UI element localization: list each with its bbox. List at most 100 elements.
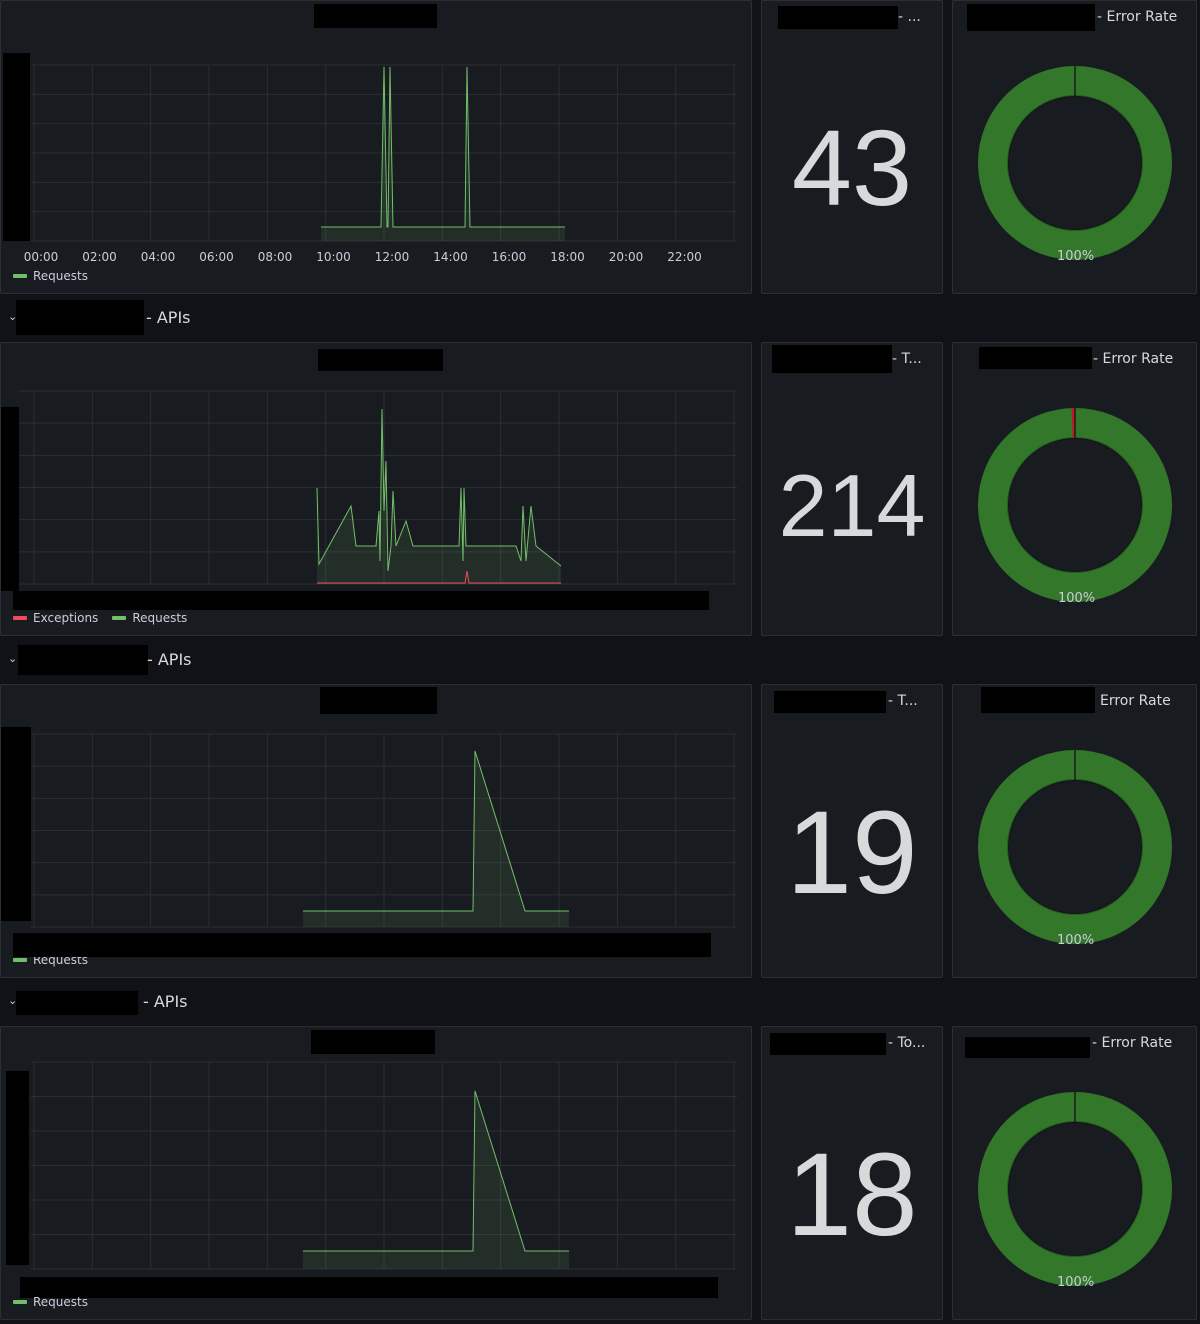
- api-requests-chart: [19, 390, 737, 585]
- x-tick-label: 18:00: [550, 250, 585, 264]
- ok-arc: [978, 408, 1172, 602]
- requests-area: [321, 67, 565, 241]
- redacted-row-name: [16, 991, 138, 1015]
- gauge-title-suffix: Error Rate: [1100, 693, 1171, 709]
- legend-requests-label[interactable]: Requests: [33, 269, 88, 283]
- ok-arc: [978, 750, 1172, 944]
- requests-chart: 00:00 02:00 04:00 06:00 08:00 10:00 12:00 14:00…: [24, 64, 737, 264]
- requests-legend-swatch: [13, 274, 27, 278]
- redacted-row-name: [16, 300, 144, 335]
- gauge-title-suffix: - Error Rate: [1097, 9, 1178, 25]
- chevron-down-icon[interactable]: ⌄: [8, 310, 18, 323]
- redacted-y-axis: [6, 1071, 29, 1265]
- stat-title-suffix: - ...: [898, 9, 921, 25]
- redacted-gauge-title: [965, 1037, 1090, 1058]
- error-rate-donut: [978, 408, 1172, 602]
- x-tick-label: 14:00: [433, 250, 468, 264]
- requests-series-line: [303, 1090, 569, 1252]
- chevron-down-icon[interactable]: ⌄: [8, 652, 18, 665]
- inner-edge: [1007, 437, 1143, 573]
- api-timeseries-panel[interactable]: Requests: [0, 1026, 752, 1320]
- total-requests-stat-panel[interactable]: - T... 214: [761, 342, 943, 636]
- api-requests-chart: [31, 733, 737, 928]
- x-tick-label: 16:00: [492, 250, 527, 264]
- chart-legend: Exceptions Requests: [13, 611, 187, 625]
- error-rate-gauge-panel[interactable]: - Error Rate 100%: [952, 0, 1197, 294]
- api-requests-chart: [31, 1061, 737, 1270]
- redacted-panel-title: [320, 687, 437, 714]
- error-rate-donut: [978, 1092, 1172, 1286]
- requests-area: [317, 409, 561, 584]
- success-percent: 100%: [1057, 249, 1095, 264]
- requests-series-line: [303, 750, 569, 912]
- stat-title-suffix: - To...: [888, 1035, 926, 1051]
- row-header-2[interactable]: ⌄ - APIs: [0, 642, 1200, 678]
- total-requests-stat-panel[interactable]: - To... 18: [761, 1026, 943, 1320]
- x-tick-label: 10:00: [316, 250, 351, 264]
- chart-grid: [19, 390, 737, 585]
- row-title-suffix: - APIs: [146, 308, 191, 327]
- redacted-y-axis: [1, 727, 31, 921]
- inner-edge: [1007, 1121, 1143, 1257]
- error-rate-gauge-panel[interactable]: - Error Rate 100%: [952, 1026, 1197, 1320]
- stat-value: 214: [778, 456, 926, 555]
- redacted-panel-title: [318, 349, 443, 371]
- inner-edge: [1007, 95, 1143, 231]
- requests-timeseries-panel[interactable]: 00:00 02:00 04:00 06:00 08:00 10:00 12:00 14:00…: [0, 0, 752, 294]
- stat-value: 43: [791, 107, 913, 228]
- gauge-title-suffix: - Error Rate: [1093, 351, 1174, 367]
- chart-legend: Requests: [13, 1295, 88, 1309]
- row-header-1[interactable]: ⌄ - APIs: [0, 300, 1200, 336]
- x-tick-label: 00:00: [24, 250, 59, 264]
- error-rate-gauge-panel[interactable]: - Error Rate 100%: [952, 342, 1197, 636]
- stat-value: 19: [786, 787, 918, 919]
- redacted-x-axis: [13, 591, 709, 610]
- x-tick-label: 06:00: [199, 250, 234, 264]
- redacted-x-axis: [20, 1277, 718, 1298]
- stat-value: 18: [786, 1129, 918, 1261]
- redacted-stat-title: [770, 1033, 886, 1055]
- x-tick-label: 22:00: [667, 250, 702, 264]
- inner-edge: [1007, 779, 1143, 915]
- chart-grid: [31, 64, 737, 242]
- redacted-panel-title: [311, 1030, 435, 1054]
- requests-series-line: [321, 66, 565, 228]
- api-timeseries-panel[interactable]: Exceptions Requests: [0, 342, 752, 636]
- x-tick-label: 04:00: [141, 250, 176, 264]
- legend-requests-label[interactable]: Requests: [33, 1295, 88, 1309]
- redacted-stat-title: [778, 6, 898, 29]
- ok-arc: [978, 1092, 1172, 1286]
- legend-requests-label[interactable]: Requests: [132, 611, 188, 625]
- legend-exceptions-label[interactable]: Exceptions: [33, 611, 99, 625]
- error-rate-donut: [978, 750, 1172, 944]
- chart-legend: Requests: [13, 269, 88, 283]
- api-timeseries-panel[interactable]: Requests: [0, 684, 752, 978]
- x-tick-label: 20:00: [609, 250, 644, 264]
- total-requests-stat-panel[interactable]: - T... 19: [761, 684, 943, 978]
- redacted-x-axis: [13, 933, 711, 957]
- row-header-3[interactable]: ⌄ - APIs: [0, 984, 1200, 1020]
- requests-legend-swatch: [13, 1300, 27, 1304]
- row-title-suffix: - APIs: [147, 650, 192, 669]
- redacted-gauge-title: [967, 4, 1095, 31]
- total-requests-stat-panel[interactable]: - ... 43: [761, 0, 943, 294]
- requests-area: [303, 1091, 569, 1269]
- stat-title-suffix: - T...: [892, 351, 922, 367]
- x-tick-label: 12:00: [375, 250, 410, 264]
- redacted-y-axis: [1, 407, 19, 591]
- requests-legend-swatch: [13, 958, 27, 962]
- redacted-row-name: [18, 645, 148, 675]
- gauge-title-suffix: - Error Rate: [1092, 1035, 1173, 1051]
- redacted-y-axis: [3, 53, 30, 241]
- redacted-gauge-title: [979, 347, 1092, 369]
- error-rate-gauge-panel[interactable]: Error Rate 100%: [952, 684, 1197, 978]
- redacted-stat-title: [772, 345, 892, 373]
- requests-area: [303, 751, 569, 927]
- chart-grid: [31, 733, 737, 928]
- success-percent: 100%: [1057, 933, 1095, 948]
- requests-legend-swatch: [112, 616, 127, 620]
- stat-title-suffix: - T...: [888, 693, 918, 709]
- exceptions-series-line: [317, 570, 561, 584]
- chevron-down-icon[interactable]: ⌄: [8, 994, 18, 1007]
- requests-series-line: [316, 408, 562, 572]
